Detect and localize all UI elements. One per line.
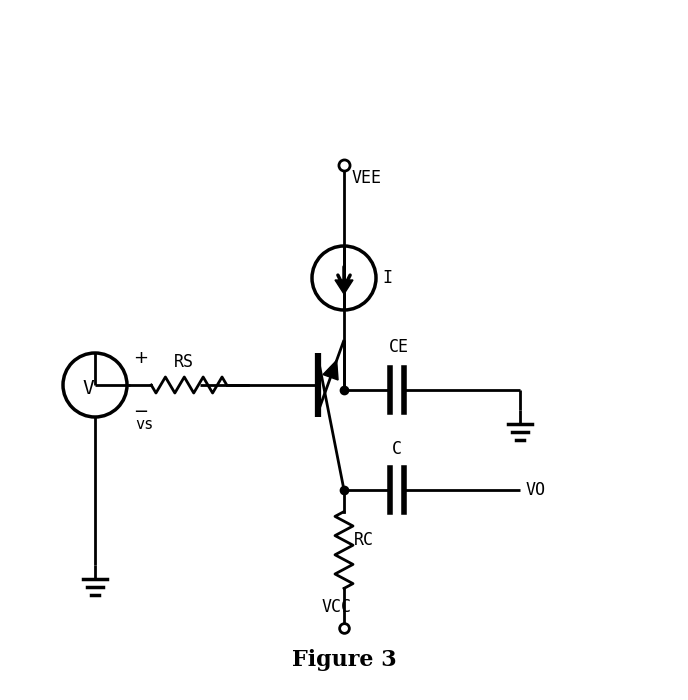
Polygon shape bbox=[323, 360, 338, 380]
Text: VO: VO bbox=[526, 481, 546, 499]
Text: VCC: VCC bbox=[322, 598, 352, 616]
Text: CE: CE bbox=[389, 338, 409, 356]
Text: −: − bbox=[133, 403, 148, 421]
Text: RS: RS bbox=[174, 353, 194, 371]
Text: +: + bbox=[133, 349, 148, 367]
Text: vs: vs bbox=[135, 417, 153, 432]
Text: V: V bbox=[82, 379, 94, 398]
Text: RC: RC bbox=[354, 531, 374, 549]
Text: VEE: VEE bbox=[352, 169, 382, 187]
Text: C: C bbox=[392, 440, 402, 458]
Text: Figure 3: Figure 3 bbox=[292, 649, 396, 671]
Polygon shape bbox=[335, 280, 353, 294]
Text: I: I bbox=[382, 269, 392, 287]
